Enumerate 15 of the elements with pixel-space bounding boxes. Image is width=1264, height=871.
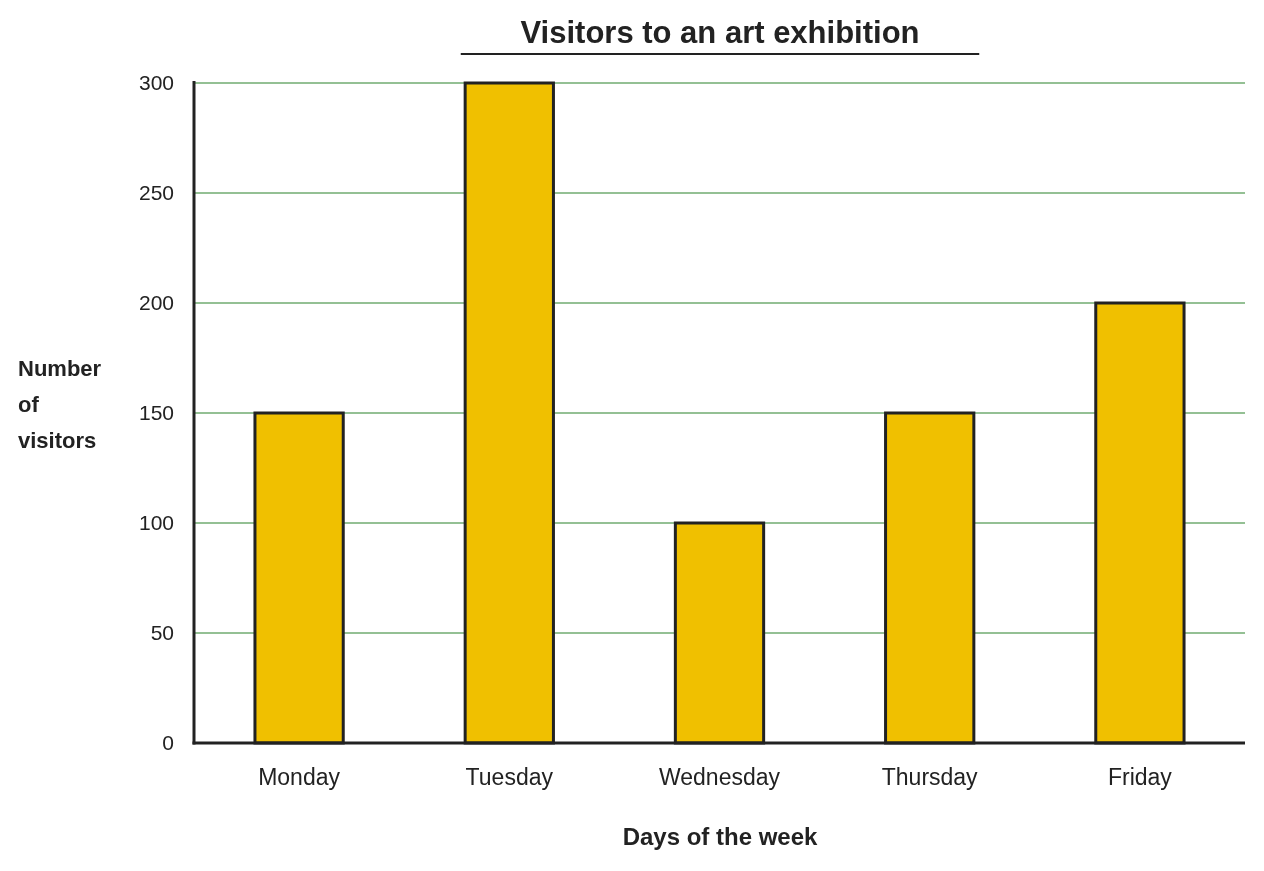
y-tick-label: 50 — [150, 621, 174, 645]
x-tick-label: Tuesday — [465, 764, 554, 790]
y-tick-label: 300 — [138, 71, 174, 95]
y-tick-label: 100 — [138, 511, 174, 535]
y-tick-label: 0 — [162, 731, 174, 755]
y-axis-title: Number of visitors — [18, 356, 102, 453]
x-tick-label: Thursday — [881, 764, 979, 790]
chart-title: Visitors to an art exhibition — [520, 15, 920, 50]
x-tick-label: Wednesday — [658, 764, 781, 790]
y-tick-label: 200 — [138, 291, 174, 315]
y-tick-label: 250 — [138, 181, 174, 205]
x-axis-title: Days of the week — [622, 823, 819, 850]
x-tick-label: Monday — [258, 764, 341, 790]
y-tick-label: 150 — [138, 401, 174, 425]
x-tick-label: Friday — [1107, 764, 1173, 790]
